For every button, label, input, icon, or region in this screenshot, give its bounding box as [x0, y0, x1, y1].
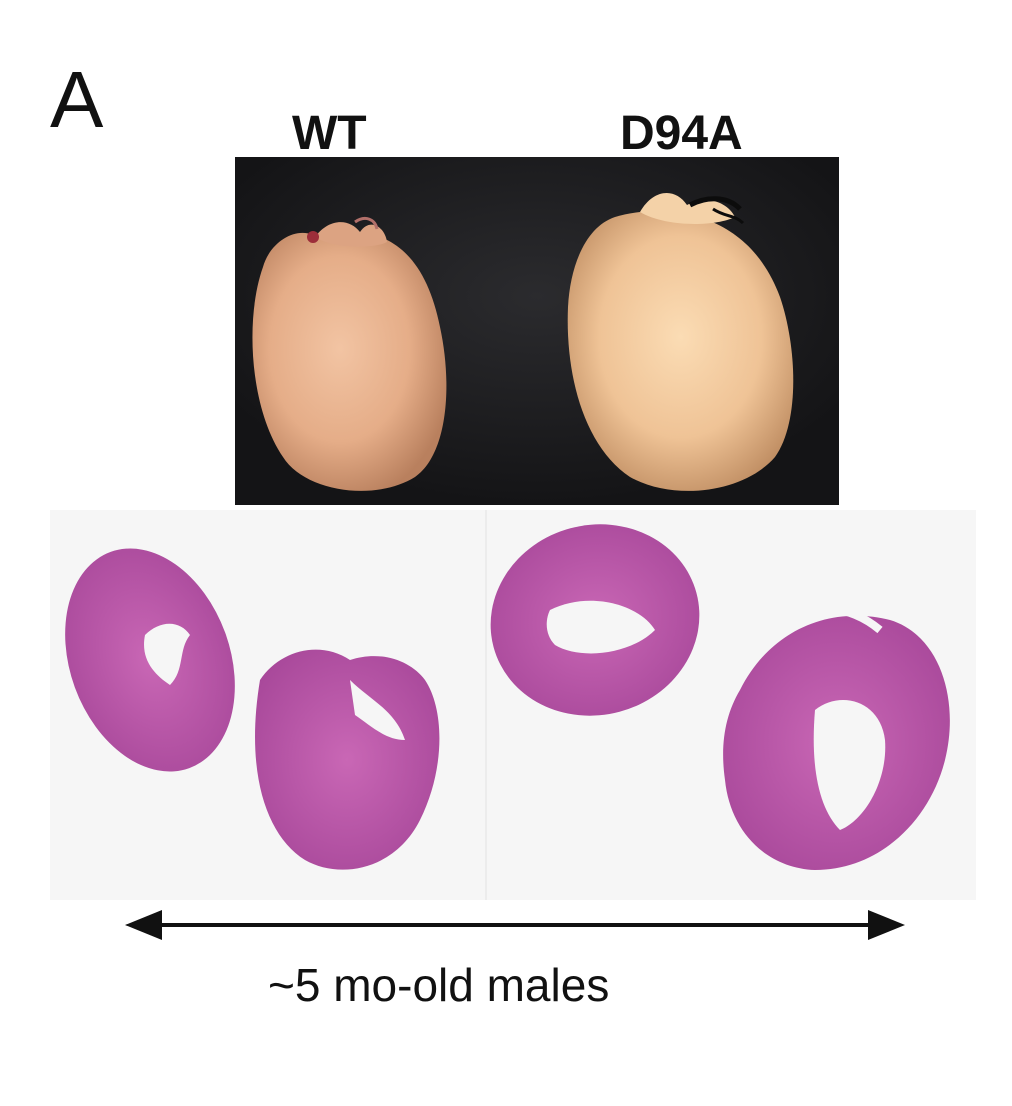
d94a-whole-heart	[567, 192, 794, 491]
histology-panel	[50, 510, 976, 900]
whole-heart-photo	[235, 157, 839, 505]
wt-section-left	[65, 547, 273, 772]
column-label-wt: WT	[292, 107, 367, 160]
double-arrow	[125, 910, 905, 940]
wt-section-right	[255, 649, 440, 870]
column-label-d94a: D94A	[620, 107, 743, 160]
wt-whole-heart	[252, 217, 447, 491]
whole-heart-photo-panel	[235, 157, 839, 505]
d94a-section-lower	[723, 604, 950, 870]
d94a-section-upper	[490, 524, 700, 716]
histology-image	[50, 510, 976, 900]
caption: ~5 mo-old males	[268, 959, 610, 1011]
panel-label: A	[50, 55, 104, 144]
